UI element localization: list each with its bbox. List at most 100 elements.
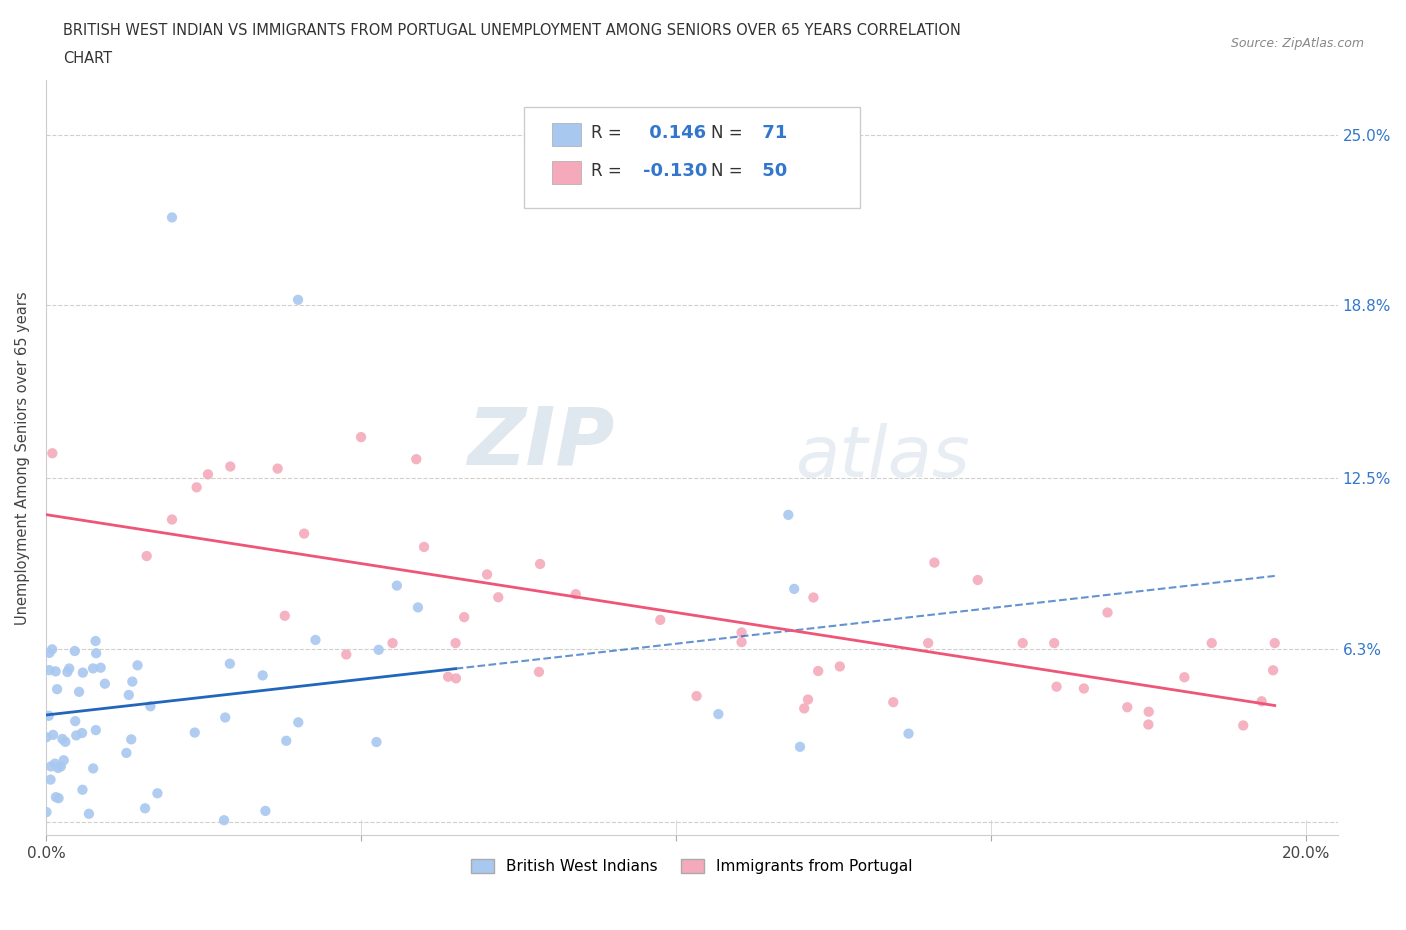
Point (266, 461, 288, 476)
Point (778, 508, 800, 523)
Text: N =: N = (711, 124, 742, 142)
Point (1232, 718, 1254, 733)
Point (444, 635, 467, 650)
Point (486, 590, 509, 604)
FancyBboxPatch shape (553, 161, 581, 183)
Point (77, 806, 100, 821)
Point (789, 739, 811, 754)
Text: R =: R = (591, 124, 621, 142)
Point (49, 759, 72, 774)
Point (707, 707, 730, 722)
Point (48, 790, 70, 805)
Point (413, 539, 436, 554)
Point (783, 581, 806, 596)
Point (139, 698, 162, 713)
Text: Source: ZipAtlas.com: Source: ZipAtlas.com (1230, 37, 1364, 50)
Point (214, 711, 236, 725)
Text: -0.130: -0.130 (643, 162, 707, 179)
Text: 71: 71 (756, 124, 787, 142)
Point (46, 682, 69, 697)
Point (924, 555, 946, 570)
Text: ZIP: ZIP (467, 404, 614, 482)
Point (350, 430, 373, 445)
Point (304, 632, 326, 647)
Point (444, 671, 467, 685)
Point (1073, 681, 1095, 696)
Point (90, 660, 112, 675)
Point (72, 665, 94, 680)
FancyBboxPatch shape (524, 107, 860, 208)
Point (685, 688, 707, 703)
Point (45, 664, 67, 679)
Point (44, 756, 66, 771)
Point (39, 772, 62, 787)
Point (67, 684, 90, 699)
Point (84, 723, 107, 737)
Point (274, 608, 297, 623)
Point (437, 670, 460, 684)
Point (45, 790, 67, 804)
Point (35, 804, 58, 819)
Point (160, 210, 183, 225)
Point (1264, 635, 1286, 650)
Point (219, 459, 242, 474)
Point (529, 556, 551, 571)
Text: R =: R = (591, 162, 621, 179)
Point (1201, 635, 1223, 650)
Y-axis label: Unemployment Among Seniors over 65 years: Unemployment Among Seniors over 65 years (15, 291, 30, 625)
Point (51, 732, 73, 747)
Point (41, 642, 63, 657)
Point (41, 445, 63, 460)
Point (65, 713, 87, 728)
Point (730, 625, 752, 640)
Point (52, 752, 75, 767)
Text: 0.146: 0.146 (643, 124, 706, 142)
Point (184, 725, 207, 740)
Point (38, 709, 60, 724)
Point (39, 759, 62, 774)
Point (1137, 704, 1160, 719)
Legend: British West Indians, Immigrants from Portugal: British West Indians, Immigrants from Po… (465, 853, 918, 881)
Point (252, 668, 274, 683)
Point (146, 786, 169, 801)
Point (42, 727, 65, 742)
FancyBboxPatch shape (553, 123, 581, 146)
Text: atlas: atlas (796, 423, 970, 492)
Point (1261, 663, 1284, 678)
Point (405, 452, 427, 467)
Point (276, 734, 298, 749)
Point (46, 761, 69, 776)
Point (807, 664, 830, 679)
Point (84, 633, 107, 648)
Text: 50: 50 (756, 162, 787, 179)
Point (882, 695, 904, 710)
Point (212, 813, 235, 828)
Text: CHART: CHART (63, 51, 112, 66)
Text: N =: N = (711, 162, 742, 179)
Point (218, 657, 240, 671)
Point (966, 573, 988, 588)
Point (56, 665, 79, 680)
Point (53, 735, 76, 750)
Point (650, 613, 672, 628)
Point (254, 804, 277, 818)
Point (730, 634, 752, 649)
Point (828, 659, 851, 674)
Point (82, 761, 104, 776)
Point (793, 701, 815, 716)
Point (70, 725, 93, 740)
Point (1250, 694, 1272, 709)
Point (35, 730, 58, 745)
Point (82, 661, 104, 676)
Point (406, 600, 429, 615)
Point (197, 467, 219, 482)
Point (381, 635, 404, 650)
Point (797, 692, 820, 707)
Point (335, 647, 357, 662)
Point (135, 549, 157, 564)
Point (72, 782, 94, 797)
Point (475, 567, 498, 582)
Point (134, 801, 156, 816)
Point (160, 512, 183, 527)
Point (84, 645, 107, 660)
